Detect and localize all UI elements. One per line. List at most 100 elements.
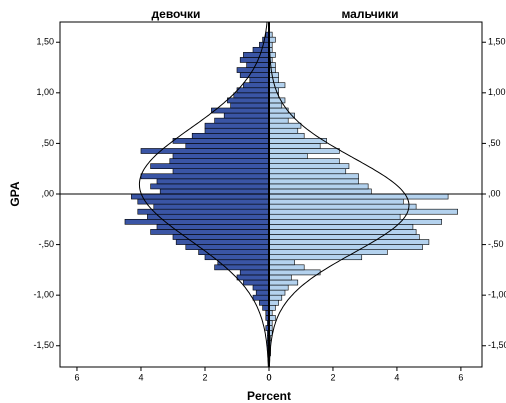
bar	[252, 284, 270, 291]
bar	[268, 168, 347, 175]
x-tick-label: 0	[266, 372, 271, 382]
bar	[150, 183, 270, 190]
bar	[137, 208, 270, 215]
bar	[159, 188, 270, 195]
y-axis-label: GPA	[8, 181, 22, 206]
bar	[268, 143, 321, 149]
left-title: девочки	[152, 7, 201, 21]
bar	[268, 163, 350, 170]
y-tick-label: -1,00	[33, 290, 54, 300]
bar	[124, 218, 270, 225]
bar	[268, 82, 286, 89]
y-tick-label: -1,50	[488, 340, 506, 350]
bar	[268, 148, 340, 154]
bar	[268, 153, 308, 159]
bar	[268, 284, 289, 291]
bar	[252, 294, 270, 301]
bar	[243, 82, 270, 89]
bar	[268, 97, 286, 104]
x-tick-label: 6	[458, 372, 463, 382]
y-tick-label: ,50	[41, 138, 54, 148]
bar	[268, 198, 404, 205]
bar	[156, 178, 270, 185]
bar	[169, 158, 270, 164]
bar	[268, 213, 401, 220]
bar	[211, 107, 270, 114]
x-tick-label: 6	[74, 372, 79, 382]
bar	[268, 158, 340, 164]
bar	[236, 274, 270, 281]
y-tick-label: -1,00	[488, 290, 506, 300]
bar	[268, 244, 423, 250]
x-tick-label: 2	[330, 372, 335, 382]
bar	[204, 254, 270, 261]
y-tick-label: ,00	[488, 188, 501, 198]
bar	[268, 264, 305, 271]
bar	[230, 102, 270, 109]
bar	[185, 143, 270, 149]
y-tick-label: 1,50	[488, 37, 506, 47]
bar	[268, 289, 286, 296]
bar	[239, 57, 270, 63]
bar	[268, 117, 289, 124]
y-tick-label: ,00	[41, 188, 54, 198]
bar	[268, 208, 458, 215]
bar	[233, 92, 270, 99]
bar	[268, 173, 359, 180]
bar	[172, 153, 270, 159]
normal-curve	[138, 21, 269, 368]
bar	[243, 279, 270, 286]
bar	[140, 173, 270, 180]
bar	[268, 183, 369, 190]
bar	[268, 224, 414, 230]
bar	[150, 163, 270, 170]
bar	[259, 299, 270, 306]
bar	[239, 269, 270, 276]
bar	[268, 193, 449, 200]
bar	[268, 188, 372, 195]
bar	[185, 244, 270, 250]
bar	[214, 117, 270, 124]
x-tick-label: 2	[202, 372, 207, 382]
bar	[268, 239, 430, 245]
bar	[268, 249, 388, 255]
bar	[268, 279, 299, 286]
bar	[249, 77, 270, 84]
x-tick-label: 4	[394, 372, 399, 382]
bar	[255, 289, 270, 296]
bar	[268, 218, 443, 225]
bar	[236, 87, 270, 94]
x-tick-label: 4	[138, 372, 143, 382]
y-tick-label: -,50	[38, 239, 54, 249]
bar	[268, 102, 283, 109]
bar	[268, 269, 321, 276]
bar	[268, 254, 363, 261]
bar	[246, 62, 270, 68]
bar	[137, 198, 270, 205]
bar	[172, 168, 270, 175]
bar	[204, 127, 270, 134]
y-tick-label: -1,50	[33, 340, 54, 350]
bar	[268, 229, 417, 235]
bar	[268, 299, 279, 306]
y-tick-label: ,50	[488, 138, 501, 148]
bar	[227, 97, 270, 104]
bar	[268, 138, 327, 144]
y-tick-label: -,50	[488, 239, 504, 249]
normal-curve	[268, 22, 410, 368]
bar	[268, 234, 420, 240]
bar	[268, 259, 295, 266]
bar	[131, 193, 270, 200]
y-tick-label: 1,00	[488, 87, 506, 97]
bar	[150, 229, 270, 235]
bar	[268, 274, 292, 281]
bar	[147, 213, 270, 220]
bar	[191, 132, 270, 139]
bar	[268, 127, 299, 134]
bar	[259, 41, 270, 48]
x-axis-label: Percent	[247, 389, 291, 403]
bar	[268, 294, 283, 301]
y-tick-label: 1,50	[36, 37, 54, 47]
bar	[214, 264, 270, 271]
